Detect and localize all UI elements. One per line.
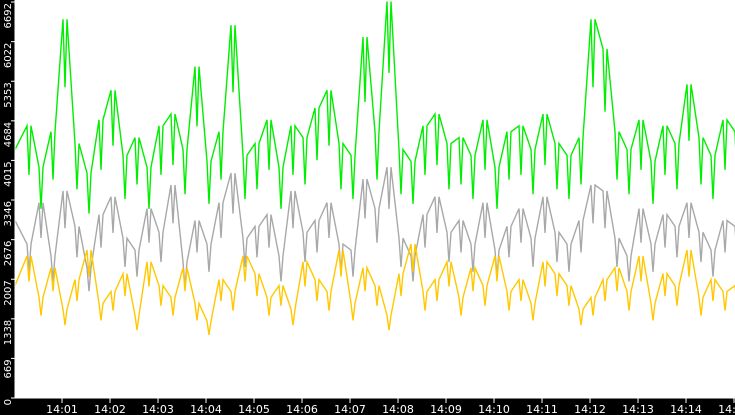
y-tick-label: 6692 xyxy=(3,3,14,28)
x-tick-label: 14:09 xyxy=(430,403,462,415)
x-tick-label: 14:01 xyxy=(46,403,78,415)
x-tick-label: 14:03 xyxy=(142,403,174,415)
x-tick-label: 14:14 xyxy=(670,403,702,415)
x-tick-label: 14:02 xyxy=(94,403,126,415)
y-tick-label: 6022 xyxy=(3,43,14,68)
plot-area xyxy=(15,0,735,398)
x-tick-label: 14:05 xyxy=(238,403,270,415)
series-1 xyxy=(14,167,735,292)
y-tick-label: 0 xyxy=(3,399,14,405)
x-tick-label: 14:08 xyxy=(382,403,414,415)
series-0 xyxy=(14,1,735,214)
x-tick-label: 14:15 xyxy=(718,403,735,415)
x-tick-label: 14:10 xyxy=(478,403,510,415)
x-tick-label: 14:11 xyxy=(526,403,558,415)
series-2 xyxy=(14,243,735,336)
y-tick-label: 2007 xyxy=(3,280,14,305)
series-line xyxy=(14,243,735,336)
y-tick-label: 4015 xyxy=(3,161,14,186)
x-tick-label: 14:07 xyxy=(334,403,366,415)
y-tick-label: 2676 xyxy=(3,241,14,266)
series-line xyxy=(14,1,735,214)
y-tick-label: 3346 xyxy=(3,201,14,226)
x-tick-label: 14:12 xyxy=(574,403,606,415)
x-tick-label: 14:06 xyxy=(286,403,318,415)
x-tick-label: 14:04 xyxy=(190,403,222,415)
y-tick-label: 669 xyxy=(3,359,14,378)
y-tick-label: 4684 xyxy=(3,122,14,147)
y-tick-label: 5353 xyxy=(3,82,14,107)
series-line xyxy=(14,167,735,292)
x-tick-label: 14:13 xyxy=(622,403,654,415)
y-tick-label: 1338 xyxy=(3,320,14,345)
